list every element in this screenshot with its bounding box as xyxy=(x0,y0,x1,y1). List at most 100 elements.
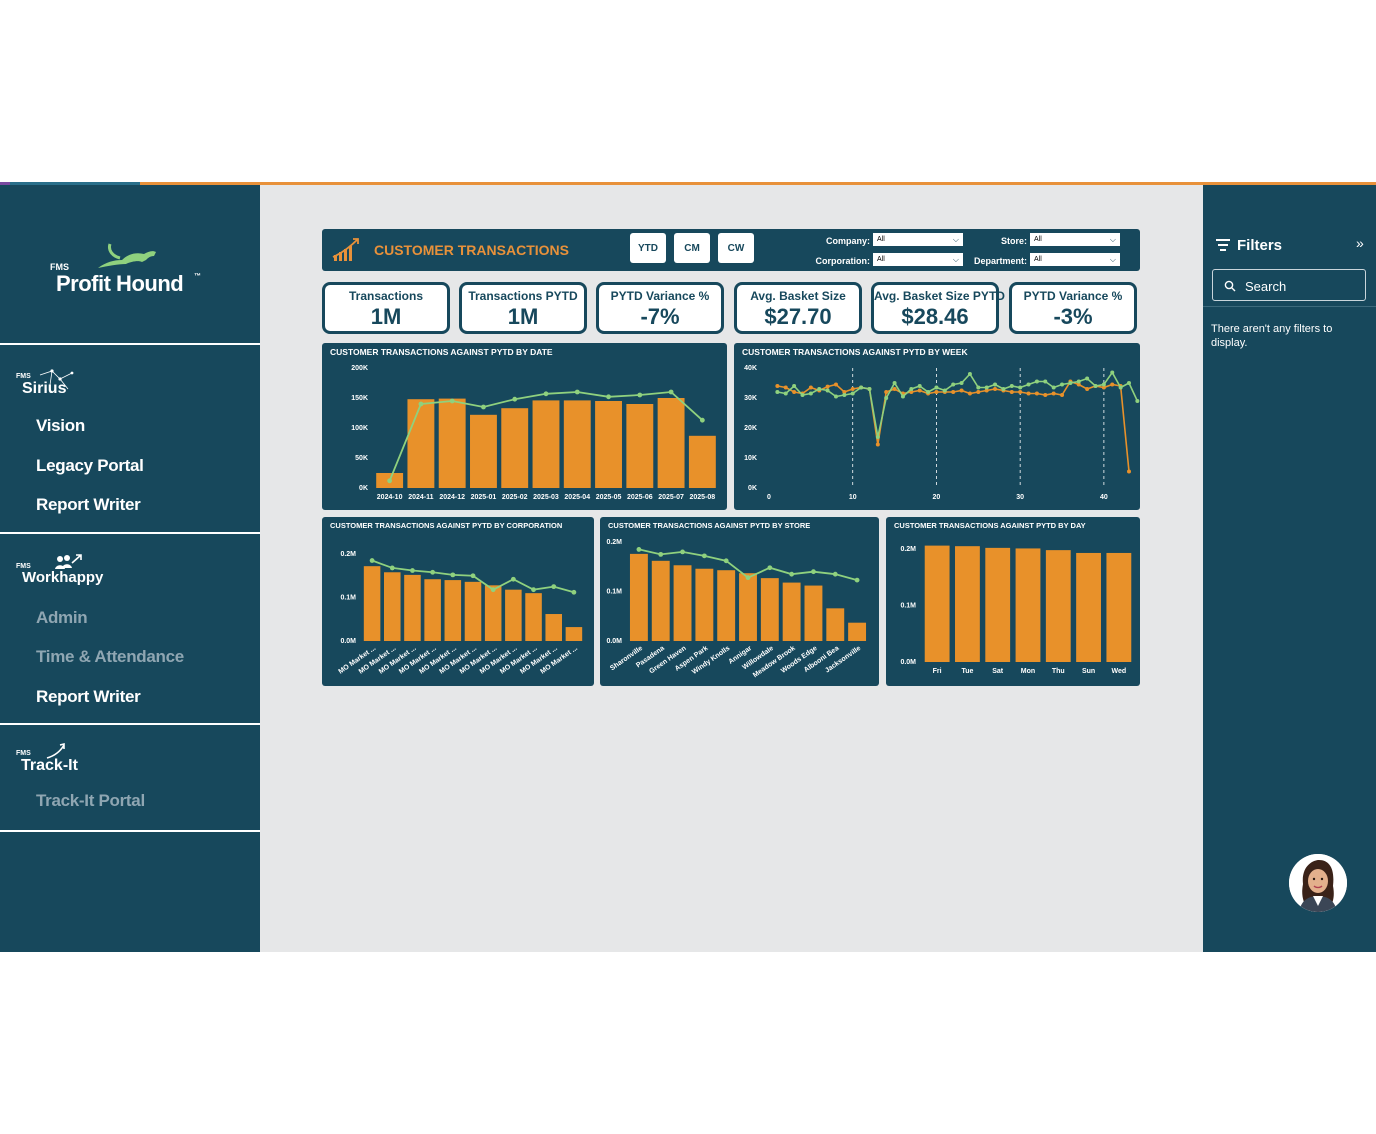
department-label: Department: xyxy=(973,256,1027,266)
bar xyxy=(545,614,563,641)
y-tick-label: 40K xyxy=(744,365,757,372)
chart-by-date[interactable]: CUSTOMER TRANSACTIONS AGAINST PYTD BY DA… xyxy=(322,343,727,510)
kpi-label: PYTD Variance % xyxy=(1023,289,1123,303)
trackit-logo[interactable]: FMS Track-It xyxy=(14,742,114,776)
cw-button[interactable]: CW xyxy=(718,233,754,263)
chart-title: CUSTOMER TRANSACTIONS AGAINST PYTD BY CO… xyxy=(330,521,563,530)
pytd-point xyxy=(450,572,456,578)
bar xyxy=(1076,552,1101,662)
top-accent-bar xyxy=(0,182,1376,185)
assistant-avatar[interactable] xyxy=(1289,854,1347,912)
department-dropdown[interactable]: All ⌵ xyxy=(1030,253,1120,266)
company-dropdown[interactable]: All ⌵ xyxy=(873,233,963,246)
sidebar-item-report-writer-workhappy[interactable]: Report Writer xyxy=(36,687,141,706)
sirius-logo[interactable]: FMS Sirius xyxy=(14,365,94,399)
kpi-transactions-pytd: Transactions PYTD 1M xyxy=(459,282,587,334)
filters-search-input[interactable]: Search xyxy=(1212,269,1366,301)
pytd-point xyxy=(1093,384,1098,388)
chart-by-corporation[interactable]: CUSTOMER TRANSACTIONS AGAINST PYTD BY CO… xyxy=(322,517,594,686)
chevron-down-icon: ⌵ xyxy=(952,255,959,264)
sidebar-item-trackit-portal[interactable]: Track-It Portal xyxy=(36,791,145,810)
kpi-pytd-variance-transactions: PYTD Variance % -7% xyxy=(596,282,724,334)
y-tick-label: 0K xyxy=(748,485,757,492)
pytd-point xyxy=(775,390,780,394)
x-tick-label: 2025-07 xyxy=(658,494,684,501)
growth-chart-icon xyxy=(332,238,359,261)
chart-title: CUSTOMER TRANSACTIONS AGAINST PYTD BY ST… xyxy=(608,521,811,530)
chart-by-day[interactable]: CUSTOMER TRANSACTIONS AGAINST PYTD BY DA… xyxy=(886,517,1140,686)
y-tick-label: 0.0M xyxy=(340,638,356,645)
x-tick-label: 2024-11 xyxy=(408,494,433,501)
bar xyxy=(363,566,381,641)
chart-by-store[interactable]: CUSTOMER TRANSACTIONS AGAINST PYTD BY ST… xyxy=(600,517,879,686)
sidebar-item-legacy-portal[interactable]: Legacy Portal xyxy=(36,456,144,475)
pytd-point xyxy=(430,569,436,575)
chevron-down-icon: ⌵ xyxy=(1109,255,1116,264)
pytd-point xyxy=(892,381,897,385)
pytd-point xyxy=(1127,381,1131,385)
pytd-point xyxy=(571,589,577,595)
pytd-point xyxy=(967,372,972,376)
pytd-point xyxy=(723,558,729,564)
current-point xyxy=(1110,382,1115,387)
kpi-label: Transactions xyxy=(348,289,424,303)
pytd-point xyxy=(1018,385,1023,390)
bar xyxy=(657,398,685,488)
pytd-point xyxy=(1026,382,1031,387)
company-value: All xyxy=(877,236,885,243)
workhappy-logo[interactable]: FMS Workhappy xyxy=(14,553,114,587)
chart-title: CUSTOMER TRANSACTIONS AGAINST PYTD BY WE… xyxy=(742,347,968,357)
pytd-point xyxy=(1110,370,1115,375)
current-point xyxy=(808,385,813,390)
current-point xyxy=(1060,393,1065,397)
corporation-dropdown[interactable]: All ⌵ xyxy=(873,253,963,266)
profit-hound-logo[interactable]: FMS Profit Hound ™ xyxy=(48,240,208,300)
cm-button[interactable]: CM xyxy=(674,233,710,263)
pytd-point xyxy=(800,393,805,397)
ytd-button[interactable]: YTD xyxy=(630,233,666,263)
collapse-pane-icon[interactable]: » xyxy=(1356,235,1364,251)
bar xyxy=(782,582,801,641)
pytd-point xyxy=(783,391,788,396)
bar xyxy=(565,627,583,641)
pytd-point xyxy=(470,573,476,579)
bar xyxy=(924,545,950,662)
pytd-point xyxy=(959,381,964,385)
pytd-point xyxy=(512,396,518,402)
pytd-point xyxy=(574,389,580,395)
bar xyxy=(464,581,482,641)
people-arrow-icon xyxy=(55,554,82,569)
pytd-point xyxy=(636,547,642,552)
bar xyxy=(717,570,736,641)
chart-by-week[interactable]: CUSTOMER TRANSACTIONS AGAINST PYTD BY WE… xyxy=(734,343,1140,510)
y-tick-label: 0.1M xyxy=(900,603,916,610)
sidebar-item-time-attendance[interactable]: Time & Attendance xyxy=(36,647,184,666)
bar xyxy=(525,593,542,641)
bar xyxy=(848,622,867,641)
bar xyxy=(985,547,1011,662)
kpi-value: -7% xyxy=(640,304,680,329)
corporation-value: All xyxy=(877,256,885,263)
pytd-point xyxy=(850,391,855,396)
sidebar-item-vision[interactable]: Vision xyxy=(36,416,85,435)
pytd-point xyxy=(1001,387,1006,391)
pytd-point xyxy=(551,584,557,590)
bar xyxy=(1015,548,1041,662)
bar xyxy=(484,585,502,641)
sidebar-item-admin[interactable]: Admin xyxy=(36,608,88,627)
pytd-point xyxy=(701,553,707,559)
store-label: Store: xyxy=(1000,236,1027,246)
pytd-point xyxy=(942,388,947,393)
x-tick-label: 30 xyxy=(1016,494,1024,501)
sidebar: FMS Profit Hound ™ FMS Sirius Vision Leg… xyxy=(0,185,260,952)
current-point xyxy=(875,442,880,447)
store-dropdown[interactable]: All ⌵ xyxy=(1030,233,1120,246)
pytd-point xyxy=(817,387,822,391)
pytd-point xyxy=(792,384,797,388)
pytd-point xyxy=(637,392,643,398)
pytd-point xyxy=(909,387,914,391)
current-point xyxy=(984,388,989,393)
current-point xyxy=(934,390,939,394)
sidebar-item-report-writer-sirius[interactable]: Report Writer xyxy=(36,495,141,514)
pytd-point xyxy=(449,398,455,404)
